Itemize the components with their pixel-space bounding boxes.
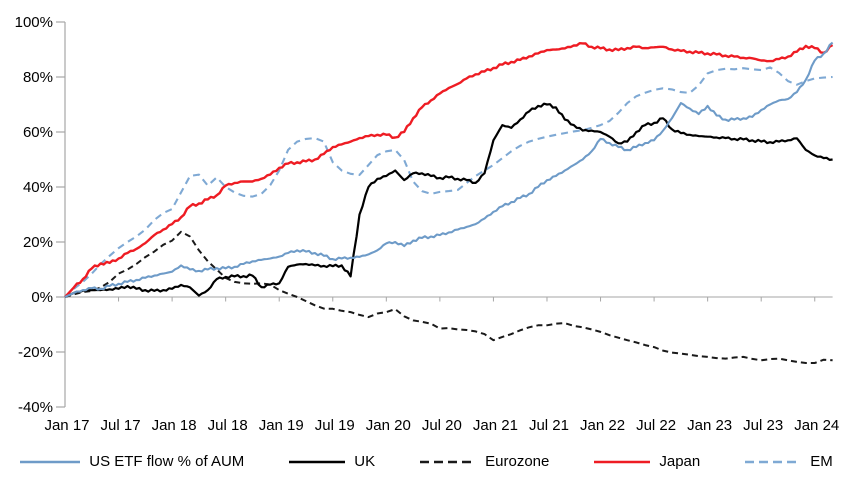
x-tick-label: Jul 23 [743, 417, 783, 434]
legend: US ETF flow % of AUM UK Eurozone Japan E… [0, 453, 852, 470]
legend-item-em: EM [744, 453, 833, 470]
x-tick-label: Jan 18 [152, 417, 197, 434]
legend-label-japan: Japan [659, 453, 701, 470]
series-line-em [64, 66, 833, 298]
x-tick-label: Jul 20 [422, 417, 462, 434]
x-tick-label: Jan 19 [259, 417, 304, 434]
y-tick-label: 60% [23, 124, 53, 141]
legend-item-us: US ETF flow % of AUM [19, 453, 244, 470]
y-tick-label: -40% [18, 399, 53, 416]
eurozone-line-swatch [420, 460, 477, 463]
legend-item-japan: Japan [593, 453, 700, 470]
x-tick-label: Jul 19 [315, 417, 355, 434]
x-tick-label: Jul 21 [529, 417, 569, 434]
uk-line-swatch [289, 460, 346, 463]
y-tick-label: -20% [18, 344, 53, 361]
x-tick-label: Jan 17 [44, 417, 89, 434]
etf-flow-chart: 100% 80% 60% 40% 20% 0% -20% -40% Jan 17 Jul 17 Ja… [15, 14, 840, 434]
us-line-swatch [20, 460, 81, 463]
x-tick-label: Jan 20 [366, 417, 411, 434]
x-tick-label: Jan 23 [687, 417, 732, 434]
series-line-japan [64, 42, 834, 298]
x-tick-label: Jan 22 [580, 417, 625, 434]
series-line-uk [64, 102, 833, 298]
x-tick-label: Jan 24 [794, 417, 839, 434]
legend-item-uk: UK [288, 453, 375, 470]
legend-item-eurozone: Eurozone [419, 453, 549, 470]
series-line-eurozone [64, 230, 833, 364]
x-tick-label: Jan 21 [473, 417, 518, 434]
x-tick-label: Jul 22 [636, 417, 676, 434]
y-tick-label: 100% [15, 14, 53, 31]
y-tick-label: 40% [23, 179, 53, 196]
y-tick-label: 20% [23, 234, 53, 251]
em-line-swatch [745, 460, 802, 463]
x-tick-label: Jul 18 [208, 417, 248, 434]
legend-label-uk: UK [354, 453, 376, 470]
legend-label-em: EM [810, 453, 833, 470]
series-line-us [64, 41, 834, 298]
japan-line-swatch [594, 460, 651, 463]
legend-label-eurozone: Eurozone [485, 453, 550, 470]
y-tick-label: 0% [31, 289, 53, 306]
y-tick-label: 80% [23, 69, 53, 86]
etf-flow-line-chart: 100% 80% 60% 40% 20% 0% -20% -40%Jan 17 Jul 17 Ja… [15, 14, 840, 434]
x-tick-label: Jul 17 [101, 417, 141, 434]
legend-label-us: US ETF flow % of AUM [89, 453, 245, 470]
